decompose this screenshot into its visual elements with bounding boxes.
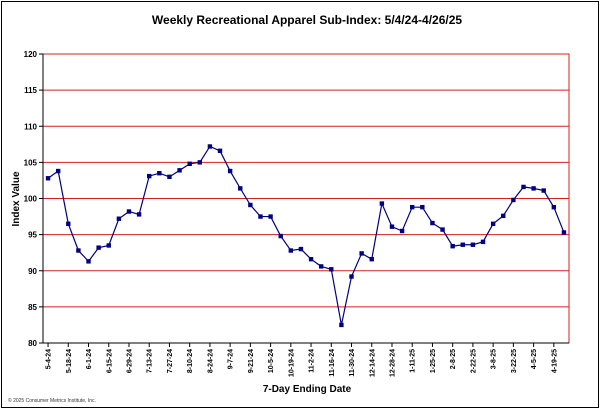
x-tick-label: 9-21-24	[248, 349, 255, 373]
y-tick-label: 95	[28, 231, 37, 240]
data-point	[541, 188, 546, 193]
data-point	[460, 242, 465, 247]
data-point	[511, 197, 516, 203]
data-point	[177, 168, 182, 173]
x-tick-label: 11-30-24	[349, 349, 356, 377]
data-point	[329, 267, 334, 272]
x-tick-label: 12-14-24	[369, 349, 376, 377]
x-tick-label: 11-16-24	[329, 349, 336, 377]
y-tick-label: 80	[28, 339, 37, 348]
data-point	[440, 227, 445, 232]
data-point	[268, 214, 273, 219]
x-tick-label: 3-22-25	[511, 349, 518, 373]
data-point	[480, 239, 486, 245]
data-point	[258, 214, 263, 219]
data-point	[410, 204, 415, 210]
data-point	[470, 242, 476, 247]
x-axis-title: 7-Day Ending Date	[263, 384, 352, 395]
y-tick-label: 120	[24, 50, 38, 59]
data-point	[106, 243, 111, 248]
data-point	[430, 220, 435, 226]
data-point	[227, 168, 233, 174]
data-point	[217, 148, 223, 154]
data-point	[86, 259, 91, 264]
data-point	[207, 144, 213, 149]
data-point	[531, 186, 536, 191]
data-point	[308, 256, 314, 262]
x-tick-label: 2-8-25	[450, 349, 457, 369]
data-point	[450, 243, 455, 249]
data-point	[147, 173, 152, 179]
data-point	[238, 186, 243, 191]
data-point	[561, 230, 567, 235]
x-tick-label: 7-27-24	[167, 349, 174, 373]
y-axis-ticks: 80 85 90 95 100 105 110 115 120	[24, 50, 43, 348]
data-point	[288, 248, 294, 253]
x-tick-label: 9-7-24	[228, 349, 235, 369]
x-tick-label: 6-1-24	[86, 349, 93, 369]
data-point	[399, 228, 405, 234]
data-point	[96, 245, 101, 250]
data-point	[45, 176, 51, 181]
data-point	[420, 204, 425, 210]
x-tick-label: 7-13-24	[147, 349, 154, 373]
data-point	[187, 161, 192, 167]
x-tick-label: 1-11-25	[410, 349, 417, 373]
x-tick-label: 11-2-24	[309, 349, 316, 373]
data-point	[248, 202, 253, 208]
x-tick-label: 8-10-24	[187, 349, 194, 373]
data-point	[318, 264, 324, 269]
y-tick-label: 115	[24, 86, 37, 95]
data-point	[55, 168, 61, 174]
x-tick-label: 10-5-24	[268, 349, 275, 373]
x-tick-label: 12-28-24	[389, 349, 396, 377]
x-tick-label: 10-19-24	[288, 349, 295, 377]
data-point	[389, 224, 395, 229]
x-tick-label: 2-22-25	[470, 349, 477, 373]
data-point	[298, 246, 304, 252]
x-tick-label: 4-19-25	[551, 349, 558, 373]
data-point	[349, 274, 354, 279]
chart-title: Weekly Recreational Apparel Sub-Index: 5…	[152, 13, 462, 27]
x-tick-label: 8-24-24	[207, 349, 214, 373]
data-point	[66, 221, 71, 226]
data-point	[501, 213, 506, 219]
data-point	[116, 216, 122, 221]
y-tick-label: 90	[28, 267, 37, 276]
data-point	[167, 174, 172, 180]
y-tick-label: 110	[24, 122, 37, 131]
data-point	[359, 251, 364, 256]
series-group	[45, 144, 567, 328]
data-point	[136, 212, 142, 217]
x-tick-label: 6-29-24	[126, 349, 133, 373]
gridlines	[42, 53, 570, 344]
x-tick-label: 5-18-24	[66, 349, 73, 373]
data-point	[521, 184, 526, 190]
y-tick-label: 105	[24, 158, 38, 167]
y-tick-label: 100	[24, 195, 38, 204]
data-point	[278, 233, 283, 239]
x-tick-label: 1-25-25	[430, 349, 437, 373]
x-axis-ticks: 5-4-24 5-18-24 6-1-24 6-15-24 6-29-24 7-13-24…	[46, 343, 558, 377]
data-point	[551, 204, 557, 210]
data-point	[490, 221, 496, 226]
data-point	[197, 160, 202, 165]
y-tick-label: 85	[28, 303, 37, 312]
data-point	[369, 256, 374, 262]
x-tick-label: 6-15-24	[106, 349, 113, 373]
data-point	[157, 171, 162, 176]
x-tick-label: 3-8-25	[491, 349, 498, 369]
data-point	[126, 209, 132, 214]
copyright-note: © 2025 Consumer Metrics Institute, Inc.	[8, 397, 96, 404]
data-point	[76, 248, 81, 253]
series-line	[47, 145, 565, 326]
y-axis-title: Index Value	[11, 171, 22, 226]
x-tick-label: 4-5-25	[531, 349, 538, 369]
x-tick-label: 5-4-24	[46, 349, 53, 369]
data-point	[379, 201, 385, 206]
data-point	[339, 322, 344, 328]
